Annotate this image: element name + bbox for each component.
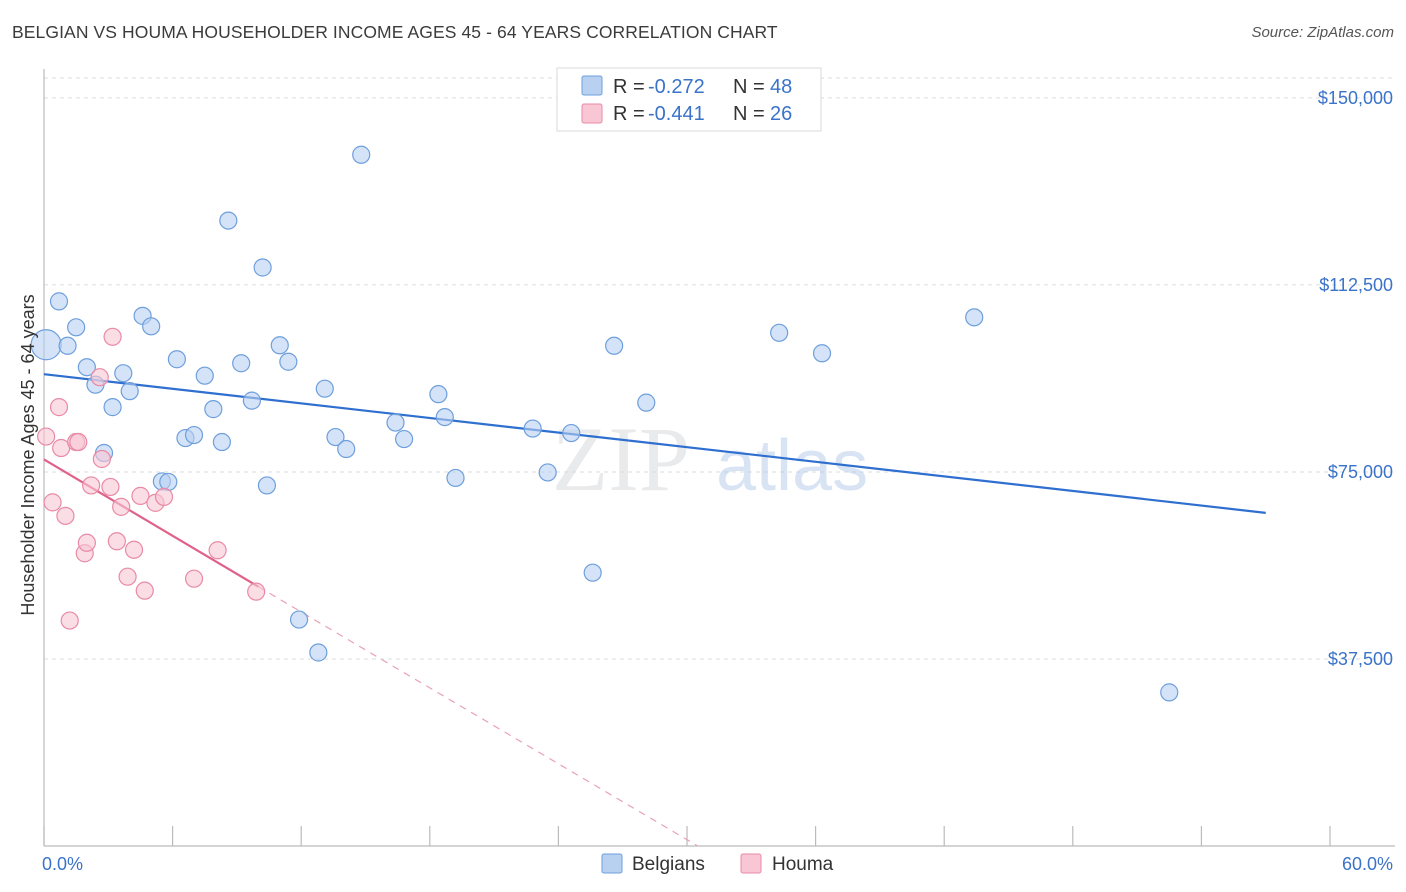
y-tick-label: $37,500 bbox=[1328, 649, 1393, 669]
point-belgians bbox=[279, 352, 298, 371]
chart-source: Source: ZipAtlas.com bbox=[1251, 24, 1394, 41]
stats-legend-n-label-houma: N = bbox=[733, 103, 765, 125]
point-houma bbox=[60, 611, 79, 630]
point-belgians bbox=[120, 382, 139, 401]
point-houma bbox=[154, 487, 174, 506]
watermark-zip: ZIP bbox=[552, 408, 690, 510]
point-belgians bbox=[242, 391, 262, 410]
series-legend-label-houma: Houma bbox=[772, 854, 834, 875]
x-tick-labels: 0.0% 60.0% bbox=[42, 854, 1393, 874]
series-legend: Belgians Houma bbox=[601, 853, 834, 875]
point-belgians bbox=[605, 336, 624, 355]
point-belgians bbox=[1160, 683, 1179, 702]
point-houma bbox=[208, 541, 227, 560]
point-belgians bbox=[270, 336, 289, 355]
point-belgians bbox=[562, 423, 581, 443]
point-belgians bbox=[583, 563, 602, 582]
point-belgians bbox=[386, 413, 405, 432]
data-points bbox=[30, 145, 1179, 702]
watermark-atlas: atlas bbox=[716, 426, 868, 506]
stats-legend-r-label-belgians: R = bbox=[613, 76, 645, 98]
series-legend-label-belgians: Belgians bbox=[632, 854, 705, 875]
stats-legend-r-value-houma: -0.441 bbox=[648, 103, 705, 125]
point-houma bbox=[77, 533, 96, 552]
point-belgians bbox=[446, 468, 465, 488]
point-houma bbox=[49, 398, 69, 417]
point-houma bbox=[107, 532, 126, 551]
point-belgians bbox=[167, 350, 186, 369]
y-tick-label: $150,000 bbox=[1318, 88, 1393, 108]
stats-legend-swatch-belgians bbox=[581, 75, 603, 96]
point-houma bbox=[247, 582, 266, 601]
point-belgians bbox=[812, 344, 832, 363]
point-belgians bbox=[394, 429, 414, 449]
point-houma bbox=[135, 581, 154, 600]
point-belgians bbox=[309, 643, 328, 662]
point-belgians bbox=[770, 323, 789, 342]
y-tick-label: $112,500 bbox=[1319, 275, 1393, 295]
point-belgians bbox=[253, 258, 272, 277]
point-houma bbox=[184, 569, 204, 588]
point-belgians bbox=[103, 398, 122, 417]
series-legend-swatch-houma bbox=[740, 853, 762, 874]
point-houma bbox=[82, 476, 101, 495]
point-belgians bbox=[257, 476, 277, 495]
stats-legend-n-value-belgians: 48 bbox=[770, 76, 792, 98]
point-belgians bbox=[315, 379, 334, 398]
trend-line-houma bbox=[43, 458, 259, 588]
x-tick-label: 0.0% bbox=[42, 854, 83, 874]
point-houma bbox=[131, 486, 150, 505]
point-belgians bbox=[184, 425, 204, 445]
point-belgians bbox=[232, 354, 251, 373]
y-tick-label: $75,000 bbox=[1328, 462, 1393, 482]
series-legend-swatch-belgians bbox=[601, 853, 623, 874]
stats-legend-r-value-belgians: -0.272 bbox=[648, 76, 705, 98]
chart-title: BELGIAN VS HOUMA HOUSEHOLDER INCOME AGES… bbox=[12, 22, 778, 42]
point-belgians bbox=[195, 366, 214, 385]
point-belgians bbox=[67, 318, 86, 337]
point-belgians bbox=[326, 427, 345, 447]
point-belgians bbox=[77, 358, 96, 377]
x-tick-label: 60.0% bbox=[1342, 854, 1393, 874]
point-belgians bbox=[429, 385, 448, 404]
point-belgians bbox=[114, 364, 133, 383]
point-belgians bbox=[435, 407, 454, 427]
point-belgians bbox=[142, 317, 161, 336]
point-belgians bbox=[538, 463, 557, 482]
point-houma bbox=[101, 477, 120, 497]
point-houma bbox=[103, 327, 122, 346]
stats-legend-n-value-houma: 26 bbox=[770, 103, 792, 125]
point-belgians bbox=[49, 292, 69, 311]
point-houma bbox=[92, 449, 111, 469]
point-belgians bbox=[523, 419, 542, 438]
point-belgians bbox=[337, 439, 356, 459]
point-houma bbox=[37, 427, 56, 446]
point-belgians bbox=[159, 472, 178, 492]
point-belgians bbox=[637, 393, 656, 412]
point-houma bbox=[69, 432, 88, 452]
point-belgians bbox=[352, 145, 371, 164]
y-tick-labels: $37,500 $75,000 $112,500 $150,000 bbox=[1318, 88, 1393, 669]
point-houma bbox=[118, 567, 137, 586]
point-houma bbox=[43, 493, 62, 512]
trend-extension-houma bbox=[258, 586, 699, 847]
y-axis-label: Householder Income Ages 45 - 64 years bbox=[18, 294, 38, 615]
stats-legend: R = -0.272 N = 48 R = -0.441 N = 26 bbox=[556, 67, 822, 132]
point-houma bbox=[112, 497, 131, 516]
stats-legend-n-label-belgians: N = bbox=[733, 76, 765, 98]
point-houma bbox=[124, 540, 144, 559]
point-belgians bbox=[289, 610, 309, 629]
point-belgians bbox=[212, 432, 231, 452]
point-houma bbox=[90, 368, 109, 387]
point-belgians bbox=[219, 211, 238, 230]
point-houma bbox=[56, 506, 75, 525]
axes bbox=[43, 69, 1395, 847]
stats-legend-r-label-houma: R = bbox=[613, 103, 645, 125]
point-belgians bbox=[965, 308, 984, 327]
watermark: ZIP atlas bbox=[552, 408, 868, 510]
point-belgians bbox=[204, 400, 223, 419]
point-belgians bbox=[58, 336, 77, 355]
stats-legend-swatch-houma bbox=[581, 103, 603, 124]
